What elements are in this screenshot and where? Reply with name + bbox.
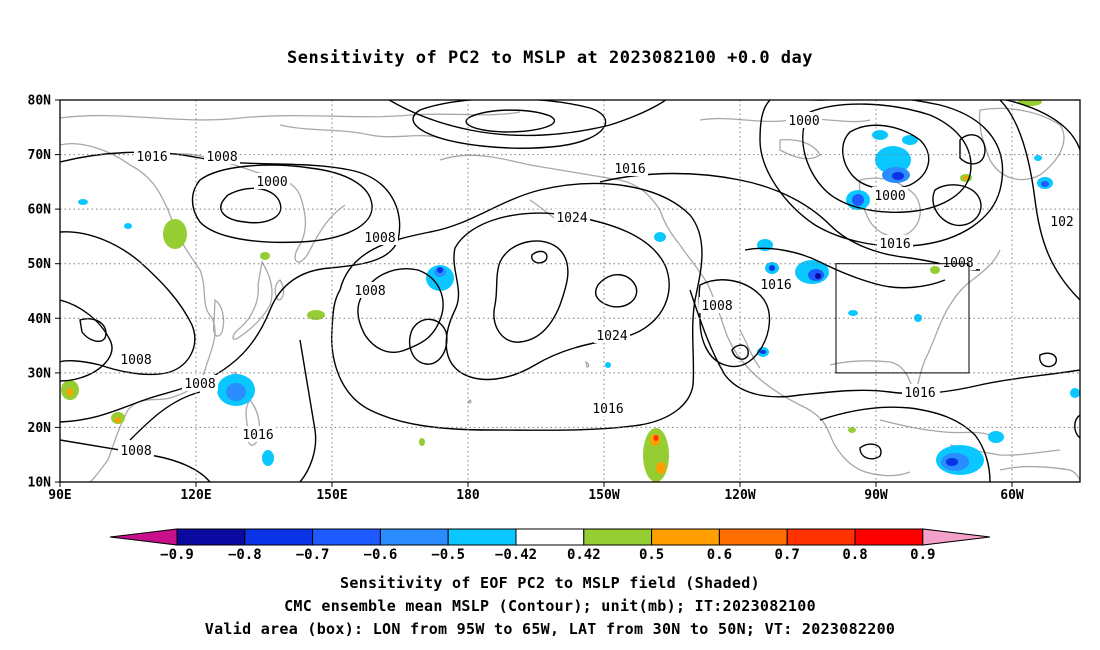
colorbar-segment bbox=[854, 528, 924, 546]
colorbar-tick-label: 0.5 bbox=[639, 547, 664, 563]
lon-axis bbox=[59, 482, 1013, 487]
colorbar-segment bbox=[651, 528, 720, 546]
colorbar-tick-label: 0.42 bbox=[567, 547, 601, 563]
contour-label: 1008 bbox=[184, 377, 215, 392]
colorbar-segment bbox=[583, 528, 653, 546]
contour-label: 1000 bbox=[788, 114, 819, 129]
contour-label: 1000 bbox=[874, 189, 905, 204]
lat-label: 70N bbox=[28, 148, 52, 163]
colorbar-tick-label: 0.8 bbox=[842, 547, 867, 563]
contour-label: 1016 bbox=[136, 150, 167, 165]
contour-label: 1016 bbox=[614, 162, 645, 177]
contour-label: 1016 bbox=[592, 402, 623, 417]
contour-label: 1000 bbox=[256, 175, 287, 190]
contour-label: 1008 bbox=[354, 284, 385, 299]
caption-contour: CMC ensemble mean MSLP (Contour); unit(m… bbox=[284, 597, 816, 615]
lon-label: 150E bbox=[316, 488, 347, 503]
colorbar bbox=[109, 528, 991, 546]
lat-label: 20N bbox=[28, 421, 52, 436]
contour-label-bg bbox=[352, 282, 388, 298]
lat-label: 30N bbox=[28, 366, 52, 381]
contour-label: 1008 bbox=[206, 150, 237, 165]
lat-label: 60N bbox=[28, 203, 52, 218]
contour-label-bg bbox=[590, 400, 626, 416]
contour-labels: 1016 1008 1000 1008 1008 1008 1008 1016 1008 1024… bbox=[118, 112, 1076, 459]
colorbar-segment bbox=[515, 528, 585, 546]
lon-label: 90W bbox=[864, 488, 888, 503]
contour-label-bg bbox=[204, 148, 240, 164]
contour-label-bg bbox=[182, 375, 218, 391]
lon-label: 180 bbox=[456, 488, 480, 503]
colorbar-tick-label: −0.8 bbox=[228, 547, 262, 563]
contour-label-bg bbox=[872, 187, 908, 203]
contour-label: 1016 bbox=[242, 428, 273, 443]
lat-label: 80N bbox=[28, 94, 52, 109]
colorbar-segment bbox=[718, 528, 788, 546]
sensitivity-shading bbox=[61, 100, 1080, 482]
colorbar-tick-label: 0.7 bbox=[775, 547, 800, 563]
colorbar-segment bbox=[379, 528, 449, 546]
colorbar-segment bbox=[176, 528, 246, 546]
contour-label: 1008 bbox=[120, 353, 151, 368]
mslp-contours bbox=[60, 100, 1080, 482]
colorbar-labels: −0.9 −0.8 −0.7 −0.6 −0.5 −0.42 0.42 0.5 0.6 0.7 0.… bbox=[160, 547, 935, 563]
contour-label: 1008 bbox=[701, 299, 732, 314]
contour-label-bg bbox=[877, 235, 913, 251]
colorbar-tick-label: 0.6 bbox=[707, 547, 732, 563]
lat-label: 50N bbox=[28, 257, 52, 272]
lon-label: 90E bbox=[48, 488, 71, 503]
contour-label: 1008 bbox=[120, 444, 151, 459]
contour-label: 1016 bbox=[904, 386, 935, 401]
colorbar-segment bbox=[244, 528, 314, 546]
colorbar-tick-label: −0.42 bbox=[495, 547, 537, 563]
contour-label-bg bbox=[902, 384, 938, 400]
contour-label-bg bbox=[1048, 213, 1076, 229]
contour-label: 1024 bbox=[596, 329, 627, 344]
contour-label-bg bbox=[118, 351, 154, 367]
lon-label: 150W bbox=[588, 488, 619, 503]
colorbar-segment bbox=[447, 528, 517, 546]
lon-label: 60W bbox=[1000, 488, 1024, 503]
lon-label: 120E bbox=[180, 488, 211, 503]
contour-label: 102 bbox=[1050, 215, 1073, 230]
contour-label-bg bbox=[554, 209, 590, 225]
colorbar-high-arrow bbox=[922, 528, 991, 546]
lat-axis bbox=[55, 99, 60, 483]
colorbar-segment bbox=[786, 528, 856, 546]
lat-label: 10N bbox=[28, 476, 52, 491]
contour-label-bg bbox=[940, 254, 976, 270]
contour-label-bg bbox=[594, 327, 630, 343]
caption-shaded: Sensitivity of EOF PC2 to MSLP field (Sh… bbox=[340, 574, 760, 592]
contour-label-bg bbox=[118, 442, 154, 458]
contour-label-bg bbox=[786, 112, 822, 128]
lon-label: 120W bbox=[724, 488, 755, 503]
contour-label-bg bbox=[758, 276, 794, 292]
valid-area-box bbox=[835, 263, 970, 374]
colorbar-tick-label: 0.9 bbox=[910, 547, 935, 563]
colorbar-tick-label: −0.5 bbox=[431, 547, 465, 563]
contour-label: 1008 bbox=[364, 231, 395, 246]
contour-label-bg bbox=[240, 426, 276, 442]
colorbar-segment bbox=[312, 528, 381, 546]
contour-label-bg bbox=[699, 297, 735, 313]
contour-label: 1016 bbox=[879, 237, 910, 252]
contour-label: 1016 bbox=[760, 278, 791, 293]
colorbar-tick-label: −0.7 bbox=[296, 547, 330, 563]
colorbar-low-arrow bbox=[109, 528, 178, 546]
coastlines bbox=[60, 107, 1080, 482]
colorbar-tick-label: −0.6 bbox=[364, 547, 398, 563]
map-title: Sensitivity of PC2 to MSLP at 2023082100… bbox=[286, 48, 813, 68]
colorbar-tick-label: −0.9 bbox=[160, 547, 194, 563]
contour-label: 1024 bbox=[556, 211, 587, 226]
contour-label-bg bbox=[362, 229, 398, 245]
contour-label-bg bbox=[134, 148, 170, 164]
contour-label-bg bbox=[254, 173, 290, 189]
lat-label: 40N bbox=[28, 312, 52, 327]
caption-valid-area: Valid area (box): LON from 95W to 65W, L… bbox=[204, 620, 896, 638]
contour-label-bg bbox=[612, 160, 648, 176]
